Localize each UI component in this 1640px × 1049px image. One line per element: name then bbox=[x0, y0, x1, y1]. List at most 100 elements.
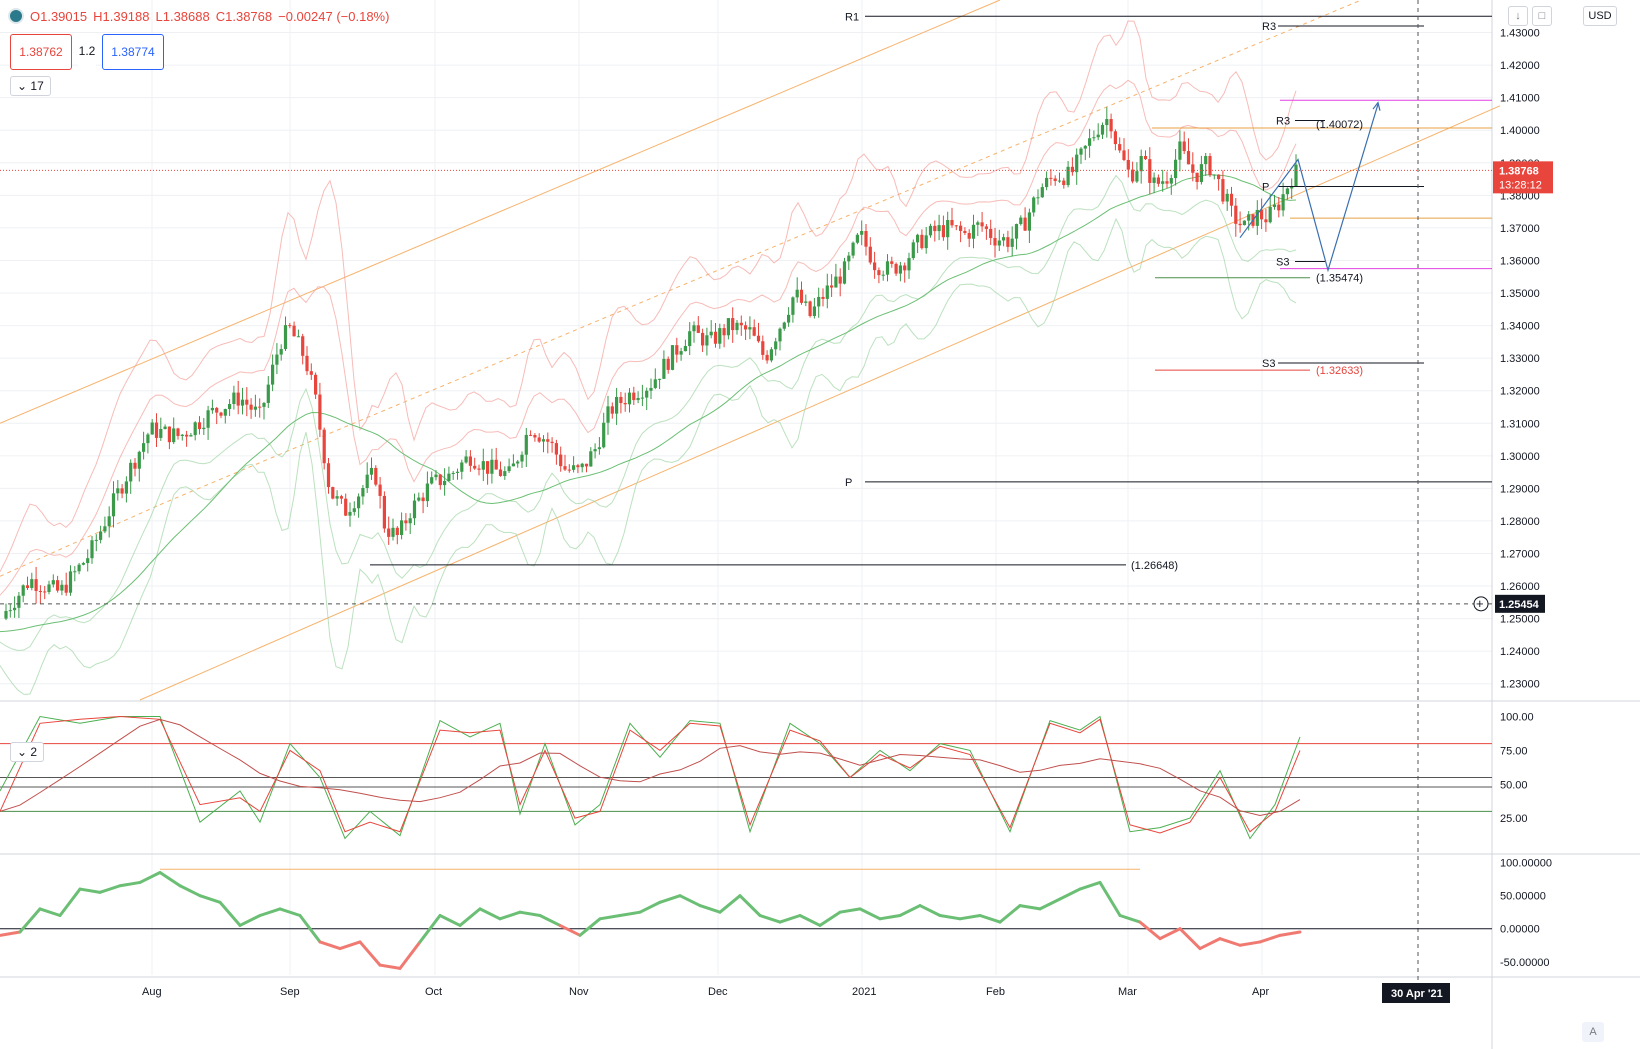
candle-body bbox=[468, 456, 472, 466]
time-axis-label: Feb bbox=[986, 986, 1005, 998]
candle-body bbox=[782, 322, 786, 329]
candle-body bbox=[77, 564, 81, 572]
maximize-icon[interactable]: □ bbox=[1532, 6, 1552, 26]
candle-body bbox=[1057, 180, 1062, 182]
candle-body bbox=[344, 498, 348, 516]
sell-button[interactable]: 1.38762 bbox=[10, 34, 72, 70]
candle-body bbox=[365, 474, 369, 489]
candle-body bbox=[1285, 188, 1289, 195]
osc-segment bbox=[38, 907, 62, 917]
candle-body bbox=[627, 392, 632, 405]
osc-segment bbox=[438, 914, 462, 927]
candle-body bbox=[1182, 141, 1186, 152]
indicator-count-sub: 2 bbox=[30, 745, 38, 759]
candle-body bbox=[361, 488, 365, 497]
candle-body bbox=[1006, 237, 1010, 247]
price-axis-label: 1.28000 bbox=[1500, 516, 1540, 528]
candle-body bbox=[447, 473, 451, 481]
candle-body bbox=[111, 493, 116, 517]
candle-body bbox=[331, 487, 335, 499]
time-axis-label: Aug bbox=[142, 986, 162, 998]
candle-body bbox=[916, 234, 920, 243]
candle-body bbox=[834, 276, 838, 288]
pivot-level-label: R1 bbox=[845, 11, 859, 23]
candle-body bbox=[645, 390, 649, 398]
candle-body bbox=[137, 451, 141, 469]
candle-body bbox=[417, 497, 421, 501]
candle-body bbox=[206, 410, 210, 428]
candle-body bbox=[1212, 174, 1216, 176]
time-axis-label: Mar bbox=[1118, 986, 1137, 998]
osc-segment bbox=[398, 940, 422, 970]
candle-body bbox=[1135, 171, 1139, 182]
stoch-axis-label: 75.00 bbox=[1500, 745, 1528, 757]
price-axis-label: 1.25000 bbox=[1500, 614, 1540, 626]
candle-body bbox=[666, 358, 670, 370]
candle-body bbox=[253, 406, 257, 410]
candle-body bbox=[193, 422, 197, 436]
candle-body bbox=[94, 539, 98, 541]
candle-body bbox=[339, 496, 343, 499]
osc-axis-label: 50.00000 bbox=[1500, 891, 1546, 903]
candle-body bbox=[533, 435, 537, 438]
auto-scale-button[interactable]: A bbox=[1582, 1022, 1604, 1042]
candle-body bbox=[662, 358, 666, 379]
price-axis-label: 1.40000 bbox=[1500, 125, 1540, 137]
osc-segment bbox=[58, 887, 82, 917]
osc-segment bbox=[338, 940, 362, 951]
buy-button[interactable]: 1.38774 bbox=[102, 34, 164, 70]
candle-body bbox=[894, 263, 898, 274]
candle-body bbox=[1118, 144, 1122, 151]
currency-button[interactable]: USD bbox=[1583, 6, 1617, 26]
crosshair-price-tag bbox=[1495, 594, 1545, 613]
osc-segment bbox=[998, 904, 1022, 924]
candle-body bbox=[296, 336, 300, 338]
candle-body bbox=[150, 422, 154, 435]
candle-body bbox=[963, 230, 967, 234]
candle-body bbox=[855, 234, 859, 243]
candle-body bbox=[38, 590, 42, 592]
candle-body bbox=[154, 422, 159, 438]
osc-segment bbox=[278, 907, 302, 917]
stoch-d-line bbox=[0, 715, 1301, 834]
candle-body bbox=[73, 571, 77, 573]
osc-segment bbox=[878, 914, 902, 921]
bollinger-upper-inner bbox=[0, 79, 1297, 596]
osc-segment bbox=[1138, 920, 1162, 941]
candle-body bbox=[606, 406, 610, 423]
candle-body bbox=[602, 422, 606, 448]
indicators-toggle-sub[interactable]: ⌄ 2 bbox=[10, 742, 45, 762]
candle-body bbox=[761, 341, 765, 355]
osc-segment bbox=[838, 907, 862, 914]
candle-body bbox=[989, 228, 993, 238]
candle-body bbox=[1049, 177, 1053, 179]
candle-body bbox=[984, 226, 988, 229]
candle-body bbox=[511, 463, 515, 467]
download-icon[interactable]: ↓ bbox=[1508, 6, 1528, 26]
candle-body bbox=[649, 387, 653, 391]
candle-body bbox=[791, 297, 795, 315]
candle-body bbox=[47, 584, 51, 592]
osc-segment bbox=[638, 900, 662, 914]
candle-body bbox=[1242, 220, 1246, 226]
osc-axis-label: 100.00000 bbox=[1500, 858, 1552, 870]
stoch-axis-label: 100.00 bbox=[1500, 712, 1534, 724]
candle-body bbox=[597, 447, 601, 450]
osc-segment bbox=[1158, 927, 1182, 941]
indicators-toggle-main[interactable]: ⌄ 17 bbox=[10, 76, 51, 96]
candle-body bbox=[516, 461, 520, 464]
candle-body bbox=[1178, 141, 1182, 160]
candle-body bbox=[1174, 159, 1178, 179]
candle-body bbox=[210, 407, 214, 411]
osc-segment bbox=[778, 914, 802, 924]
candle-body bbox=[507, 466, 511, 472]
osc-segment bbox=[318, 940, 342, 951]
candle-body bbox=[842, 261, 847, 284]
osc-segment bbox=[1098, 880, 1122, 917]
moving-average-line bbox=[0, 174, 1297, 633]
candle-body bbox=[1070, 166, 1074, 173]
osc-segment bbox=[358, 940, 382, 967]
candle-body bbox=[120, 488, 124, 494]
candle-body bbox=[572, 465, 576, 470]
